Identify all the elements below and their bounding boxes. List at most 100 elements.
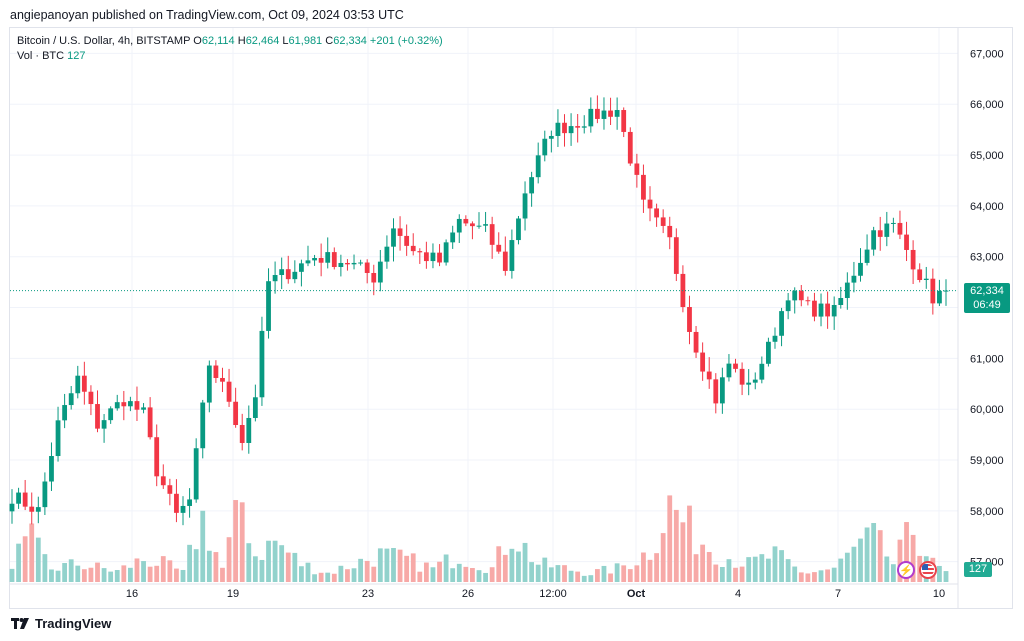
- volume-bar: [502, 554, 508, 582]
- volume-bar: [377, 548, 383, 582]
- candle-body: [75, 375, 81, 394]
- candle-body: [864, 249, 870, 263]
- volume-bar: [805, 573, 811, 582]
- volume-bar: [312, 574, 317, 582]
- volume-bar: [35, 537, 41, 582]
- volume-bar: [746, 557, 752, 582]
- low-value: 61,981: [288, 35, 323, 47]
- tradingview-brand[interactable]: TradingView: [35, 616, 112, 631]
- volume-bar: [516, 551, 521, 582]
- candle-body: [121, 402, 127, 407]
- volume-bar: [220, 567, 225, 582]
- candle-body: [805, 300, 811, 302]
- symbol-label[interactable]: Bitcoin / U.S. Dollar, 4h, BITSTAMP: [17, 35, 191, 47]
- candle-body: [693, 331, 699, 353]
- candle-body: [884, 223, 890, 237]
- close-value: 62,334: [333, 35, 367, 47]
- candle-body: [213, 365, 219, 378]
- candle-body: [305, 260, 311, 264]
- volume-bar: [641, 552, 646, 582]
- volume-bar: [871, 523, 877, 582]
- volume-bar: [397, 549, 403, 582]
- candle-body: [812, 300, 817, 317]
- volume-bar: [187, 544, 192, 582]
- volume-bar: [831, 567, 837, 582]
- candle-body: [358, 262, 364, 264]
- volume-value: 127: [67, 50, 86, 62]
- volume-bar: [154, 565, 160, 582]
- candle-body: [371, 272, 377, 283]
- volume-bar: [345, 569, 350, 582]
- candle-body: [127, 401, 133, 407]
- volume-bar: [937, 565, 942, 582]
- candle-body: [279, 269, 285, 276]
- volume-bar: [851, 546, 857, 582]
- volume-bar: [174, 568, 179, 582]
- volume-bar: [259, 559, 265, 582]
- volume-bar: [81, 569, 87, 582]
- candle-body: [470, 223, 475, 227]
- candle-body: [312, 257, 317, 261]
- candle-body: [890, 222, 896, 224]
- candle-body: [687, 307, 692, 332]
- volume-bar: [535, 564, 541, 582]
- volume-bar: [660, 533, 666, 582]
- candle-body: [713, 379, 719, 404]
- candle-body: [759, 363, 765, 380]
- candle-body: [746, 382, 752, 385]
- open-value: 62,114: [201, 35, 235, 47]
- volume-bar: [272, 540, 278, 582]
- y-tick-label: 61,000: [970, 353, 1004, 365]
- candle-body: [608, 110, 613, 117]
- candle-body: [68, 393, 74, 406]
- volume-bar: [825, 569, 831, 582]
- candle-body: [95, 404, 100, 429]
- candle-body: [654, 208, 659, 218]
- candle-body: [272, 275, 278, 282]
- volume-bar: [252, 556, 258, 582]
- candle-body: [700, 352, 706, 372]
- volume-bar: [285, 552, 291, 582]
- volume-label[interactable]: Vol · BTC: [17, 50, 65, 62]
- candle-body: [772, 335, 778, 342]
- y-tick-label: 64,000: [970, 201, 1004, 213]
- volume-bar: [568, 570, 574, 582]
- candle-body: [502, 251, 508, 271]
- x-tick-label: 19: [227, 588, 239, 600]
- candle-body: [877, 230, 883, 237]
- candle-body: [825, 303, 831, 317]
- candle-body: [180, 505, 186, 513]
- candle-body: [391, 228, 396, 247]
- volume-bar: [700, 544, 706, 582]
- candle-body: [627, 131, 633, 164]
- candle-body: [246, 417, 252, 443]
- candle-body: [792, 290, 798, 301]
- volume-bar: [910, 534, 916, 582]
- volume-bar: [239, 502, 245, 582]
- candle-body: [49, 456, 54, 482]
- volume-bar: [509, 548, 515, 582]
- candle-body: [160, 476, 166, 486]
- candle-body: [114, 402, 120, 409]
- candle-body: [621, 110, 627, 132]
- us-flag-icon[interactable]: [919, 561, 937, 579]
- volume-bar: [785, 559, 791, 582]
- volume-bar: [470, 568, 475, 582]
- candle-body: [733, 363, 738, 369]
- candle-body: [299, 263, 304, 272]
- candle-body: [614, 110, 620, 117]
- candle-body: [220, 377, 225, 382]
- volume-bar: [752, 556, 758, 582]
- volume-bar: [417, 571, 423, 582]
- volume-bar: [351, 568, 357, 582]
- candle-body: [88, 391, 94, 405]
- volume-bar: [667, 495, 673, 582]
- volume-bar: [555, 565, 561, 582]
- volume-bar: [206, 550, 212, 582]
- lightning-icon[interactable]: ⚡: [897, 561, 915, 579]
- candle-body: [897, 222, 903, 235]
- candle-body: [529, 177, 535, 194]
- candle-body: [588, 108, 594, 127]
- y-tick-label: 65,000: [970, 150, 1004, 162]
